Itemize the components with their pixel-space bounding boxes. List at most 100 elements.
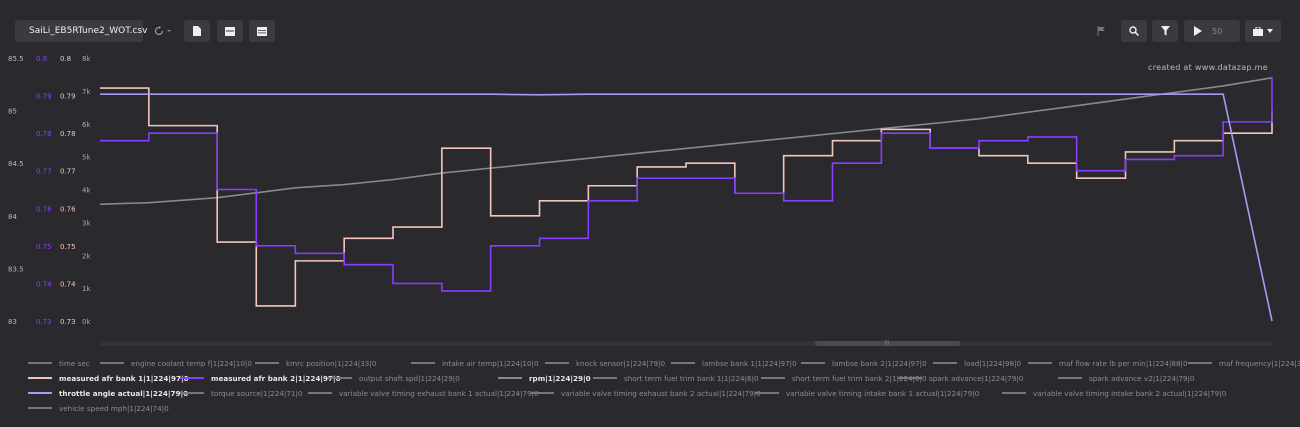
legend-swatch [755,392,779,394]
legend-swatch [180,392,204,394]
legend-swatch [801,362,825,364]
axis-tick-label: 83.5 [8,265,24,273]
legend-item[interactable]: vehicle speed mph|1|224|74|0 [28,403,169,413]
legend-label: torque source|1|224|71|0 [211,388,303,398]
legend-item[interactable]: short term fuel trim bank 1|1|224|6|0 [593,373,759,383]
legend-label: maf flow rate lb per min|1|224|88|0 [1059,358,1188,368]
legend-item[interactable]: rpm|1|224|29|0 [498,373,591,383]
filter-icon [1160,26,1170,36]
time-scrollbar-thumb[interactable] [815,341,960,346]
legend-item[interactable]: engine coolant temp f|1|224|10|0 [100,358,252,368]
axis-tick-label: 0.76 [36,205,52,213]
briefcase-dropdown-button[interactable] [1245,20,1281,42]
play-button[interactable] [1184,26,1212,36]
layout-button[interactable] [217,20,243,42]
legend-swatch [1002,392,1026,394]
legend-item[interactable]: variable valve timing exhaust bank 2 act… [530,388,761,398]
axis-tick-label: 0.74 [60,280,76,288]
flag-icon [1097,26,1105,36]
legend-swatch [328,377,352,379]
legend-item[interactable]: lambse bank 2|1|224|97|0 [801,358,927,368]
legend-swatch [761,377,785,379]
legend-label: variable valve timing exhaust bank 1 act… [339,388,539,398]
axis-tick-label: 4k [82,187,91,195]
legend-swatch [28,362,52,364]
legend-swatch [1028,362,1052,364]
legend-label: short term fuel trim bank 1|1|224|6|0 [624,373,759,383]
legend-item[interactable]: spark advance v2|1|224|79|0 [1058,373,1194,383]
legend-item[interactable]: maf flow rate lb per min|1|224|88|0 [1028,358,1188,368]
legend-item[interactable]: variable valve timing intake bank 1 actu… [755,388,979,398]
axis-tick-label: 85.5 [8,55,24,63]
caret-down-icon [1267,29,1273,33]
briefcase-icon [1253,26,1263,36]
legend-label: short term fuel trim bank 2|1|224|6|0 [792,373,927,383]
legend-swatch [530,392,554,394]
zoom-button[interactable] [1121,20,1147,42]
refresh-dropdown-button[interactable] [150,20,176,42]
axis-tick-label: 0.79 [36,93,52,101]
layout-icon [225,26,235,36]
file-select-button[interactable]: SaiLi_EB5RTune2_WOT.csv [15,20,147,42]
legend-item[interactable]: throttle angle actual|1|224|79|0 [28,388,188,398]
axis-tick-label: 3k [82,219,91,227]
axis-tick-label: 0.73 [60,318,76,326]
legend-swatch [498,377,522,379]
play-icon [1194,26,1202,36]
legend-label: throttle angle actual|1|224|79|0 [59,388,189,398]
watermark: created at www.datazap.me [1148,63,1268,72]
legend-label: lambse bank 2|1|224|97|0 [832,358,927,368]
axis-tick-label: 0.73 [36,318,52,326]
legend-item[interactable]: short term fuel trim bank 2|1|224|6|0 [761,373,927,383]
legend-swatch [100,362,124,364]
legend-item[interactable]: kmrc position|1|224|33|0 [255,358,376,368]
legend-swatch [671,362,695,364]
table-button[interactable] [249,20,275,42]
axis-tick-label: 0.75 [60,243,76,251]
legend-label: intake air temp|1|224|10|0 [442,358,539,368]
filter-button[interactable] [1152,20,1178,42]
legend-swatch [1188,362,1212,364]
legend-swatch [898,377,922,379]
legend-swatch [593,377,617,379]
legend-item[interactable]: variable valve timing intake bank 2 actu… [1002,388,1226,398]
line-chart[interactable]: 85.5 85 84.5 84 83.5 83 0.8 0.79 0.78 0.77 0.76 0.7… [0,48,1300,338]
legend-item[interactable]: knock sensor|1|224|79|0 [545,358,665,368]
legend-item[interactable]: maf frequency|1|224|34|0 [1188,358,1300,368]
file-button[interactable] [184,20,210,42]
legend-item[interactable]: intake air temp|1|224|10|0 [411,358,539,368]
legend-item[interactable]: load|1|224|98|0 [933,358,1021,368]
legend-label: spark advance v2|1|224|79|0 [1089,373,1195,383]
legend-item[interactable]: measured afr bank 1|1|224|97|0 [28,373,189,383]
playback-control: 50 [1184,20,1240,42]
legend-item[interactable]: variable valve timing exhaust bank 1 act… [308,388,539,398]
series-line-1 [100,87,1273,307]
time-scrollbar-track[interactable] [100,341,1272,346]
flag-button[interactable] [1088,20,1114,42]
legend-item[interactable]: lambse bank 1|1|224|97|0 [671,358,797,368]
axis-tick-label: 7k [82,88,91,96]
axis-tick-label: 0.8 [36,55,47,63]
legend-label: maf frequency|1|224|34|0 [1219,358,1300,368]
axis-tick-label: 0.8 [60,55,71,63]
legend-swatch [411,362,435,364]
legend-swatch [308,392,332,394]
axis-tick-label: 0.79 [60,93,76,101]
playback-speed-input[interactable]: 50 [1212,26,1223,36]
chart-area: 85.5 85 84.5 84 83.5 83 0.8 0.79 0.78 0.77 0.76 0.7… [0,48,1300,338]
scrollbar-grip-icon: ||| [884,340,890,346]
legend-swatch [255,362,279,364]
series-line-2 [100,76,1273,292]
legend-item[interactable]: time sec [28,358,90,368]
axis-tick-label: 5k [82,154,91,162]
legend-item[interactable]: spark advance|1|224|79|0 [898,373,1023,383]
legend-item[interactable]: measured afr bank 2|1|224|97|0 [180,373,341,383]
axis-tick-label: 0.78 [60,130,76,138]
legend-label: variable valve timing intake bank 2 actu… [1033,388,1227,398]
legend-label: time sec [59,358,90,368]
legend-item[interactable]: output shaft spd|1|224|29|0 [328,373,460,383]
document-icon [193,26,201,36]
legend-label: measured afr bank 2|1|224|97|0 [211,373,341,383]
legend-label: kmrc position|1|224|33|0 [286,358,377,368]
legend-item[interactable]: torque source|1|224|71|0 [180,388,302,398]
